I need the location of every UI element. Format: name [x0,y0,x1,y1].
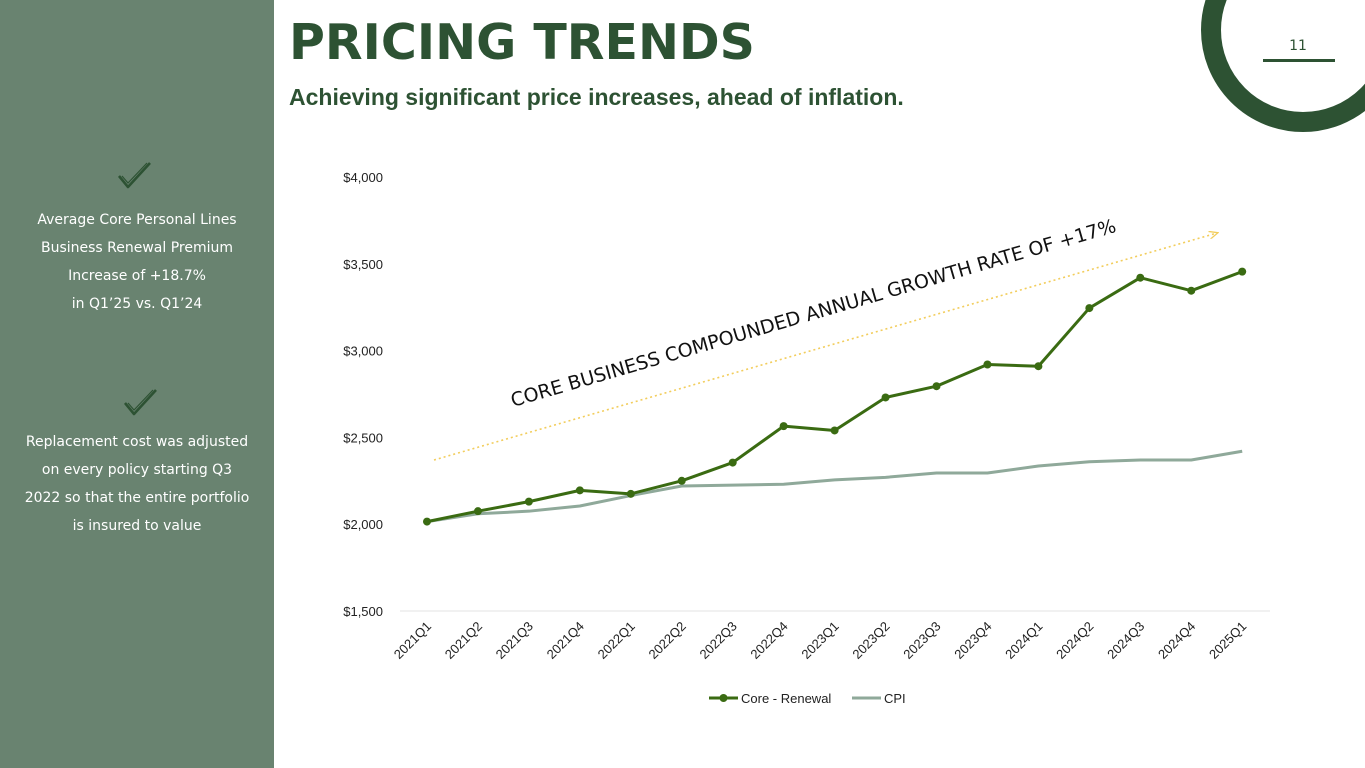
legend-core-renewal-label: Core - Renewal [741,691,831,706]
x-tick-label: 2021Q3 [493,619,536,662]
cagr-annotation: CORE BUSINESS COMPOUNDED ANNUAL GROWTH R… [508,215,1118,412]
x-tick-label: 2025Q1 [1206,619,1249,662]
checkmark-icon [117,162,151,189]
core-renewal-point [932,382,941,391]
core-renewal-point [1136,273,1145,282]
core-renewal-point [830,426,839,435]
trend-arrow [433,233,1217,461]
core-renewal-point [626,489,635,498]
x-tick-label: 2022Q1 [595,619,638,662]
core-renewal-point [779,422,788,431]
core-renewal-point [423,517,431,526]
cpi-line [426,449,1243,524]
core-renewal-point [1187,286,1196,295]
y-tick-label: $3,000 [343,344,383,359]
y-tick-label: $2,000 [343,517,383,532]
series-layer [423,267,1247,526]
page-number: 11 [1289,38,1307,54]
x-tick-label: 2023Q4 [951,619,994,662]
core-renewal-point [1034,362,1043,371]
legend-core-renewal-marker [719,694,728,702]
x-axis: 2021Q1 2021Q2 2021Q3 2021Q4 2022Q1 2022Q2 2022… [391,619,1250,662]
x-tick-label: 2021Q2 [442,619,485,662]
page-title: PRICING TRENDS [289,14,755,71]
sidebar-point-2-text: Replacement cost was adjusted on every p… [24,434,250,534]
legend-cpi-label: CPI [884,691,906,706]
y-tick-label: $3,500 [343,257,383,272]
y-axis: $4,000 $3,500 $3,000 $2,500 $2,000 $1,500 [343,170,383,619]
x-tick-label: 2024Q2 [1053,619,1096,662]
y-tick-label: $4,000 [343,170,383,185]
core-renewal-point [473,507,482,516]
x-tick-label: 2023Q3 [900,619,943,662]
core-renewal-point [575,486,584,495]
x-tick-label: 2023Q1 [798,619,841,662]
x-tick-label: 2024Q1 [1002,619,1045,662]
x-tick-label: 2024Q4 [1155,619,1198,662]
x-tick-label: 2021Q4 [544,619,587,662]
page-number-underline [1263,59,1335,62]
legend: Core - Renewal CPI [709,691,906,706]
core-renewal-point [881,393,890,402]
x-tick-label: 2021Q1 [391,619,434,662]
y-tick-label: $2,500 [343,430,383,445]
core-renewal-point [1238,267,1247,276]
checkmark-icon [123,389,157,416]
x-tick-label: 2023Q2 [849,619,892,662]
x-tick-label: 2024Q3 [1104,619,1147,662]
core-renewal-point [524,497,533,506]
core-renewal-point [983,360,992,369]
sidebar: Average Core Personal Lines Business Ren… [0,0,274,768]
sidebar-point-1-text: Average Core Personal Lines Business Ren… [37,212,237,312]
core-renewal-point [728,458,737,467]
page-subtitle: Achieving significant price increases, a… [289,84,904,110]
core-renewal-point [677,476,686,485]
x-tick-label: 2022Q4 [747,619,790,662]
y-tick-label: $1,500 [343,604,383,619]
core-renewal-point [1085,304,1094,313]
x-tick-label: 2022Q3 [697,619,740,662]
x-tick-label: 2022Q2 [646,619,689,662]
